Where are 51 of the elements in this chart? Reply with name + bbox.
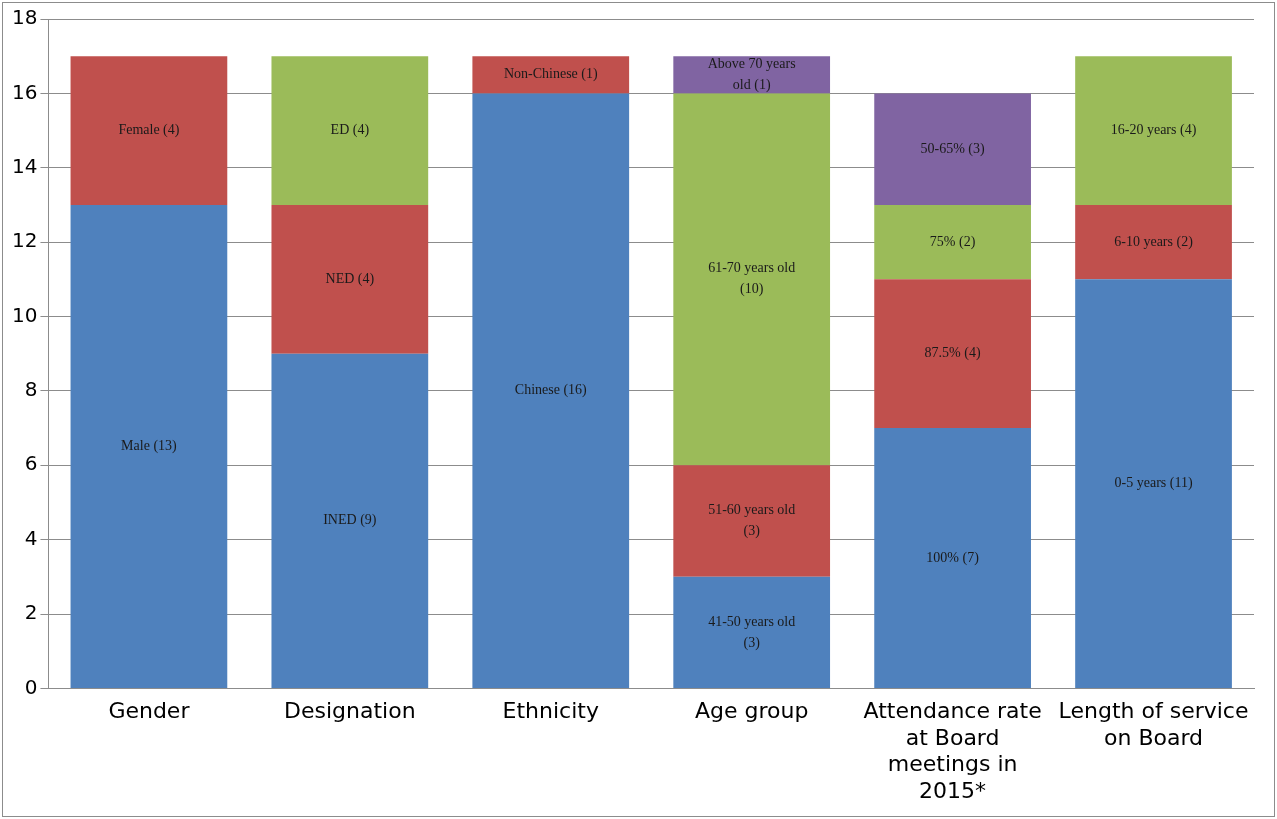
data-label: INED (9) bbox=[323, 512, 377, 529]
bar bbox=[1075, 204, 1232, 280]
y-tick-label: 10 bbox=[12, 302, 38, 327]
data-label: 41-50 years old (3) bbox=[708, 613, 796, 651]
bar bbox=[70, 56, 228, 205]
bar bbox=[1075, 56, 1232, 205]
data-label: Male (13) bbox=[121, 438, 178, 455]
bar bbox=[271, 353, 429, 688]
data-label: 6-10 years (2) bbox=[1114, 233, 1194, 250]
bar bbox=[874, 204, 1031, 280]
data-label: Female (4) bbox=[118, 122, 180, 139]
data-label: 0-5 years (11) bbox=[1114, 475, 1193, 492]
data-label: 16-20 years (4) bbox=[1110, 122, 1197, 139]
y-tick-label: 8 bbox=[24, 377, 38, 402]
y-tick-label: 12 bbox=[12, 228, 38, 253]
y-tick-label: 6 bbox=[24, 451, 38, 476]
x-tick-label: Ethnicity bbox=[502, 698, 599, 724]
x-tick-label: Length of service on Board bbox=[1058, 698, 1249, 750]
data-label: 50-65% (3) bbox=[920, 140, 986, 157]
y-tick-label: 16 bbox=[12, 79, 38, 104]
y-tick-label: 18 bbox=[12, 5, 38, 30]
y-tick-label: 14 bbox=[12, 153, 38, 178]
x-tick-label: Attendance rate at Board meetings in 2015* bbox=[863, 698, 1042, 803]
bar bbox=[673, 576, 831, 688]
bar bbox=[271, 204, 429, 354]
x-tick-label: Designation bbox=[284, 698, 416, 724]
bar bbox=[1075, 279, 1232, 688]
bar bbox=[673, 465, 831, 577]
bar bbox=[673, 93, 831, 466]
y-tick-label: 4 bbox=[24, 525, 38, 550]
bar bbox=[874, 279, 1031, 429]
bar bbox=[472, 93, 630, 688]
data-label: ED (4) bbox=[330, 122, 370, 139]
bar bbox=[70, 204, 228, 688]
data-label: 51-60 years old (3) bbox=[708, 502, 796, 540]
bar bbox=[874, 93, 1031, 205]
data-label: 75% (2) bbox=[929, 233, 976, 250]
data-label: NED (4) bbox=[325, 270, 375, 287]
x-tick-label: Age group bbox=[694, 698, 809, 724]
bar bbox=[271, 56, 429, 205]
data-label: 100% (7) bbox=[926, 549, 980, 566]
data-label: Above 70 years old (1) bbox=[707, 55, 796, 93]
data-label: 61-70 years old (10) bbox=[708, 260, 796, 298]
x-tick-label: Gender bbox=[108, 698, 191, 724]
data-label: Non-Chinese (1) bbox=[503, 66, 598, 83]
y-tick-label: 0 bbox=[24, 674, 38, 699]
y-tick-label: 2 bbox=[24, 600, 38, 625]
bar bbox=[472, 56, 630, 94]
bar bbox=[874, 428, 1031, 688]
data-label: Chinese (16) bbox=[514, 382, 588, 399]
data-label: 87.5% (4) bbox=[924, 345, 981, 362]
